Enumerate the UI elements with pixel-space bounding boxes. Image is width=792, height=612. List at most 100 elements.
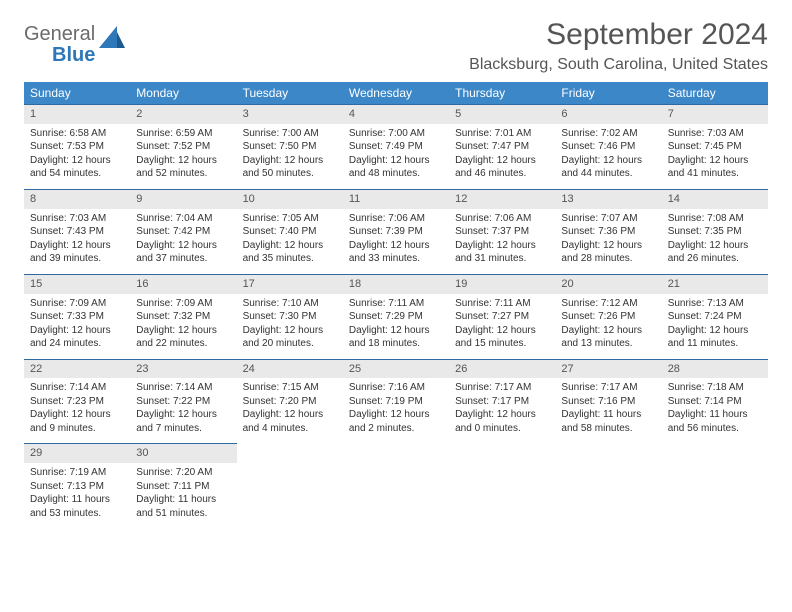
day-data-cell: Sunrise: 7:00 AMSunset: 7:49 PMDaylight:… <box>343 124 449 190</box>
day-sr: Sunrise: 7:14 AM <box>30 381 124 395</box>
day-data-cell: Sunrise: 7:18 AMSunset: 7:14 PMDaylight:… <box>662 378 768 444</box>
day-number-cell: 26 <box>449 359 555 378</box>
day-d1: Daylight: 12 hours <box>30 239 124 253</box>
day-ss: Sunset: 7:46 PM <box>561 140 655 154</box>
day-sr: Sunrise: 7:06 AM <box>455 212 549 226</box>
day-data-cell <box>449 463 555 528</box>
day-d1: Daylight: 12 hours <box>668 154 762 168</box>
day-data-cell: Sunrise: 7:06 AMSunset: 7:39 PMDaylight:… <box>343 209 449 275</box>
day-data-cell: Sunrise: 7:08 AMSunset: 7:35 PMDaylight:… <box>662 209 768 275</box>
day-d1: Daylight: 12 hours <box>455 154 549 168</box>
day-number-cell: 21 <box>662 274 768 293</box>
day-data-cell: Sunrise: 7:20 AMSunset: 7:11 PMDaylight:… <box>130 463 236 528</box>
day-ss: Sunset: 7:16 PM <box>561 395 655 409</box>
day-d1: Daylight: 12 hours <box>455 408 549 422</box>
day-d2: and 0 minutes. <box>455 422 549 436</box>
weekday-header-row: SundayMondayTuesdayWednesdayThursdayFrid… <box>24 82 768 105</box>
day-data-cell: Sunrise: 7:00 AMSunset: 7:50 PMDaylight:… <box>237 124 343 190</box>
data-row: Sunrise: 6:58 AMSunset: 7:53 PMDaylight:… <box>24 124 768 190</box>
day-number-cell: 28 <box>662 359 768 378</box>
day-d2: and 9 minutes. <box>30 422 124 436</box>
day-d2: and 50 minutes. <box>243 167 337 181</box>
day-ss: Sunset: 7:24 PM <box>668 310 762 324</box>
data-row: Sunrise: 7:03 AMSunset: 7:43 PMDaylight:… <box>24 209 768 275</box>
day-ss: Sunset: 7:40 PM <box>243 225 337 239</box>
data-row: Sunrise: 7:14 AMSunset: 7:23 PMDaylight:… <box>24 378 768 444</box>
day-d2: and 39 minutes. <box>30 252 124 266</box>
day-sr: Sunrise: 7:17 AM <box>561 381 655 395</box>
day-number-cell <box>662 444 768 463</box>
day-number-cell: 25 <box>343 359 449 378</box>
day-d1: Daylight: 12 hours <box>349 239 443 253</box>
day-d1: Daylight: 12 hours <box>136 239 230 253</box>
day-d2: and 4 minutes. <box>243 422 337 436</box>
day-d2: and 15 minutes. <box>455 337 549 351</box>
day-d1: Daylight: 12 hours <box>561 239 655 253</box>
day-number-cell: 10 <box>237 189 343 208</box>
day-d1: Daylight: 12 hours <box>136 154 230 168</box>
day-data-cell: Sunrise: 7:10 AMSunset: 7:30 PMDaylight:… <box>237 294 343 360</box>
day-data-cell <box>555 463 661 528</box>
day-sr: Sunrise: 7:03 AM <box>30 212 124 226</box>
day-number-cell: 9 <box>130 189 236 208</box>
day-d1: Daylight: 11 hours <box>30 493 124 507</box>
day-d2: and 7 minutes. <box>136 422 230 436</box>
daynum-row: 891011121314 <box>24 189 768 208</box>
day-sr: Sunrise: 7:08 AM <box>668 212 762 226</box>
day-ss: Sunset: 7:22 PM <box>136 395 230 409</box>
day-d2: and 53 minutes. <box>30 507 124 521</box>
day-number-cell: 14 <box>662 189 768 208</box>
day-sr: Sunrise: 7:02 AM <box>561 127 655 141</box>
day-ss: Sunset: 7:33 PM <box>30 310 124 324</box>
day-sr: Sunrise: 7:03 AM <box>668 127 762 141</box>
day-sr: Sunrise: 7:06 AM <box>349 212 443 226</box>
day-data-cell: Sunrise: 6:58 AMSunset: 7:53 PMDaylight:… <box>24 124 130 190</box>
day-sr: Sunrise: 7:11 AM <box>455 297 549 311</box>
day-number-cell: 11 <box>343 189 449 208</box>
day-data-cell: Sunrise: 7:17 AMSunset: 7:16 PMDaylight:… <box>555 378 661 444</box>
day-ss: Sunset: 7:29 PM <box>349 310 443 324</box>
day-d1: Daylight: 12 hours <box>136 408 230 422</box>
day-d2: and 11 minutes. <box>668 337 762 351</box>
day-number-cell: 12 <box>449 189 555 208</box>
day-d1: Daylight: 11 hours <box>561 408 655 422</box>
logo: General Blue <box>24 18 125 66</box>
location: Blacksburg, South Carolina, United State… <box>469 56 768 74</box>
day-ss: Sunset: 7:14 PM <box>668 395 762 409</box>
day-data-cell: Sunrise: 7:14 AMSunset: 7:22 PMDaylight:… <box>130 378 236 444</box>
day-d1: Daylight: 12 hours <box>455 239 549 253</box>
day-data-cell: Sunrise: 7:13 AMSunset: 7:24 PMDaylight:… <box>662 294 768 360</box>
day-data-cell: Sunrise: 7:15 AMSunset: 7:20 PMDaylight:… <box>237 378 343 444</box>
day-ss: Sunset: 7:11 PM <box>136 480 230 494</box>
weekday-header: Thursday <box>449 82 555 105</box>
day-number-cell: 5 <box>449 105 555 124</box>
day-sr: Sunrise: 7:17 AM <box>455 381 549 395</box>
day-sr: Sunrise: 6:59 AM <box>136 127 230 141</box>
day-ss: Sunset: 7:43 PM <box>30 225 124 239</box>
day-number-cell: 13 <box>555 189 661 208</box>
day-number-cell: 20 <box>555 274 661 293</box>
day-data-cell <box>662 463 768 528</box>
day-data-cell <box>343 463 449 528</box>
day-number-cell: 3 <box>237 105 343 124</box>
weekday-header: Saturday <box>662 82 768 105</box>
day-ss: Sunset: 7:26 PM <box>561 310 655 324</box>
day-ss: Sunset: 7:17 PM <box>455 395 549 409</box>
day-number-cell: 15 <box>24 274 130 293</box>
day-number-cell: 18 <box>343 274 449 293</box>
day-d2: and 37 minutes. <box>136 252 230 266</box>
daynum-row: 15161718192021 <box>24 274 768 293</box>
month-title: September 2024 <box>469 18 768 52</box>
day-d1: Daylight: 12 hours <box>243 239 337 253</box>
day-d1: Daylight: 11 hours <box>136 493 230 507</box>
day-data-cell: Sunrise: 7:19 AMSunset: 7:13 PMDaylight:… <box>24 463 130 528</box>
daynum-row: 22232425262728 <box>24 359 768 378</box>
day-d1: Daylight: 12 hours <box>668 239 762 253</box>
day-data-cell: Sunrise: 7:01 AMSunset: 7:47 PMDaylight:… <box>449 124 555 190</box>
day-d2: and 24 minutes. <box>30 337 124 351</box>
day-d2: and 48 minutes. <box>349 167 443 181</box>
day-d2: and 22 minutes. <box>136 337 230 351</box>
day-data-cell: Sunrise: 7:09 AMSunset: 7:33 PMDaylight:… <box>24 294 130 360</box>
day-data-cell: Sunrise: 6:59 AMSunset: 7:52 PMDaylight:… <box>130 124 236 190</box>
day-ss: Sunset: 7:30 PM <box>243 310 337 324</box>
